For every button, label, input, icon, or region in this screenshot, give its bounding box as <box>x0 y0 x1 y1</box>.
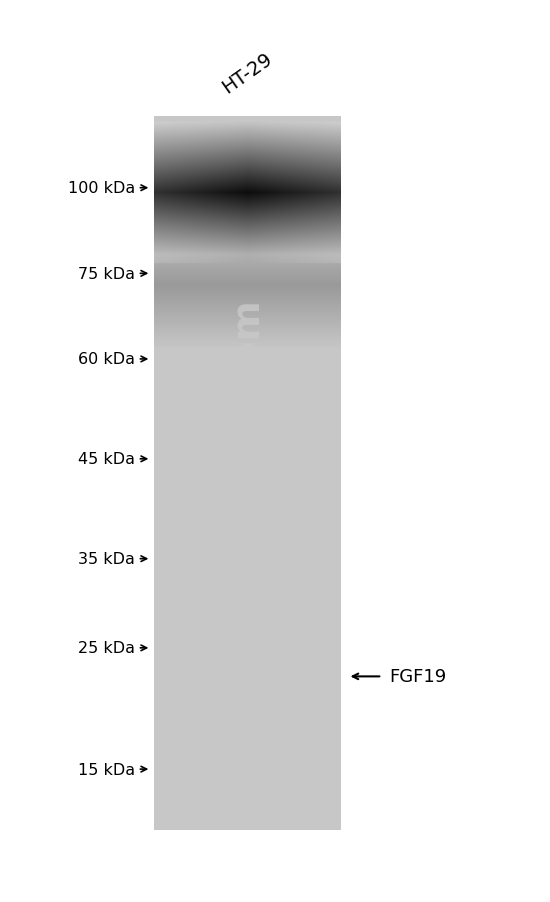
Text: 60 kDa: 60 kDa <box>78 352 135 367</box>
Text: 45 kDa: 45 kDa <box>78 452 135 467</box>
Text: 75 kDa: 75 kDa <box>78 266 135 281</box>
Text: FGF19: FGF19 <box>389 667 446 686</box>
Text: www.ptgae.com: www.ptgae.com <box>228 298 267 649</box>
Text: HT-29: HT-29 <box>219 50 276 97</box>
Text: 15 kDa: 15 kDa <box>78 762 135 777</box>
Text: 35 kDa: 35 kDa <box>78 551 135 566</box>
Text: 100 kDa: 100 kDa <box>68 181 135 196</box>
Text: 25 kDa: 25 kDa <box>78 640 135 656</box>
